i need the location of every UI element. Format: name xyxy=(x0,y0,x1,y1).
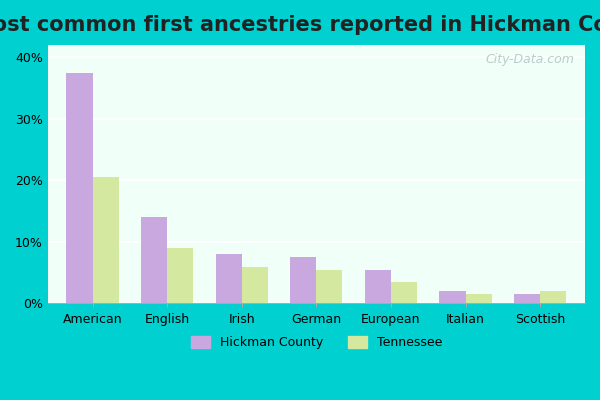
Title: Most common first ancestries reported in Hickman County: Most common first ancestries reported in… xyxy=(0,15,600,35)
Bar xyxy=(92,177,119,304)
Legend: Hickman County, Tennessee: Hickman County, Tennessee xyxy=(186,330,447,354)
Bar xyxy=(391,282,417,304)
Bar xyxy=(141,217,167,304)
Bar xyxy=(167,248,193,304)
Bar xyxy=(540,291,566,304)
Bar xyxy=(365,270,391,304)
Bar xyxy=(466,294,492,304)
Text: City-Data.com: City-Data.com xyxy=(485,53,574,66)
Bar xyxy=(67,72,92,304)
Bar xyxy=(290,257,316,304)
Bar xyxy=(242,266,268,304)
Bar xyxy=(215,254,242,304)
Bar xyxy=(439,291,466,304)
Bar xyxy=(316,270,343,304)
Bar xyxy=(514,294,540,304)
